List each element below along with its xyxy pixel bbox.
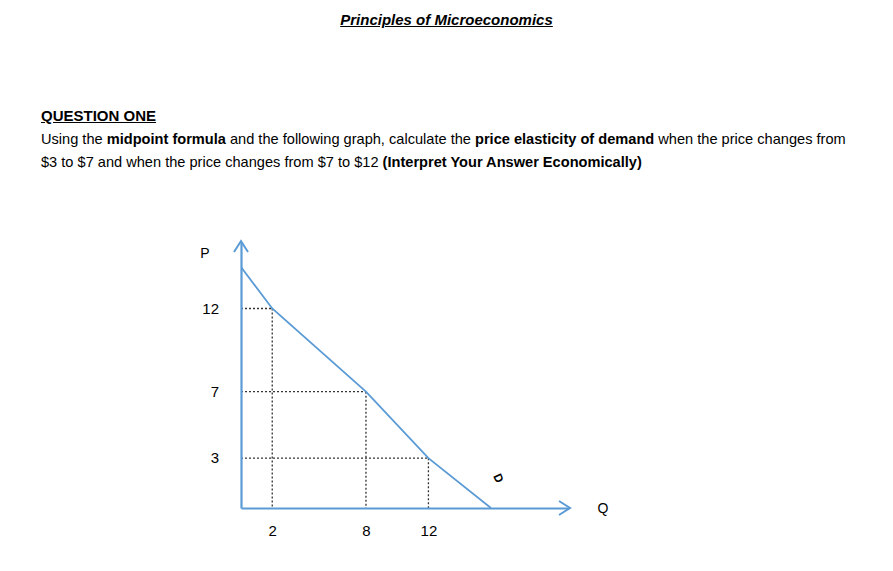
axis-line [240, 243, 242, 509]
axis-arrow [234, 241, 248, 252]
bold-text: midpoint formula [107, 131, 226, 147]
series-label: D [490, 471, 506, 485]
page-header: Principles of Microeconomics [0, 11, 893, 28]
guide-vertical [428, 458, 429, 508]
tick-label: 7 [211, 383, 219, 400]
chart: 3 7 12 2 8 12 P Q D [0, 0, 893, 571]
y-axis: 3 7 12 [202, 243, 241, 509]
x-axis-label: Q [598, 500, 609, 516]
bold-text: (Interpret Your Answer Economically) [383, 154, 642, 170]
guide-horizontal [241, 308, 272, 309]
axis-line [242, 507, 570, 509]
bold-text: price elasticity of demand [475, 131, 654, 147]
guide-vertical [365, 392, 366, 508]
tick: 7 [211, 383, 241, 400]
tick-label: 2 [269, 522, 277, 539]
guide-horizontal [241, 391, 366, 392]
tick-label: 12 [202, 300, 219, 317]
guide-vertical [272, 309, 273, 509]
text: and the following graph, calculate the [226, 131, 475, 147]
question-text: Using the midpoint formula and the follo… [41, 128, 849, 174]
tick-label: 3 [211, 449, 219, 466]
y-axis-label: P [200, 245, 209, 261]
tick: 8 [362, 508, 370, 539]
x-axis: 2 8 12 [242, 508, 570, 539]
tick: 3 [211, 449, 241, 466]
tick: 12 [202, 300, 241, 317]
guide-horizontal [241, 457, 428, 458]
demand-line [241, 267, 491, 508]
tick: 12 [421, 508, 438, 539]
tick-label: 8 [362, 522, 370, 539]
tick-label: 12 [421, 522, 438, 539]
text: Using the [41, 131, 107, 147]
tick: 2 [269, 508, 277, 539]
axis-arrow [559, 501, 570, 515]
question-heading: QUESTION ONE [41, 107, 156, 124]
plot-area [241, 267, 491, 508]
